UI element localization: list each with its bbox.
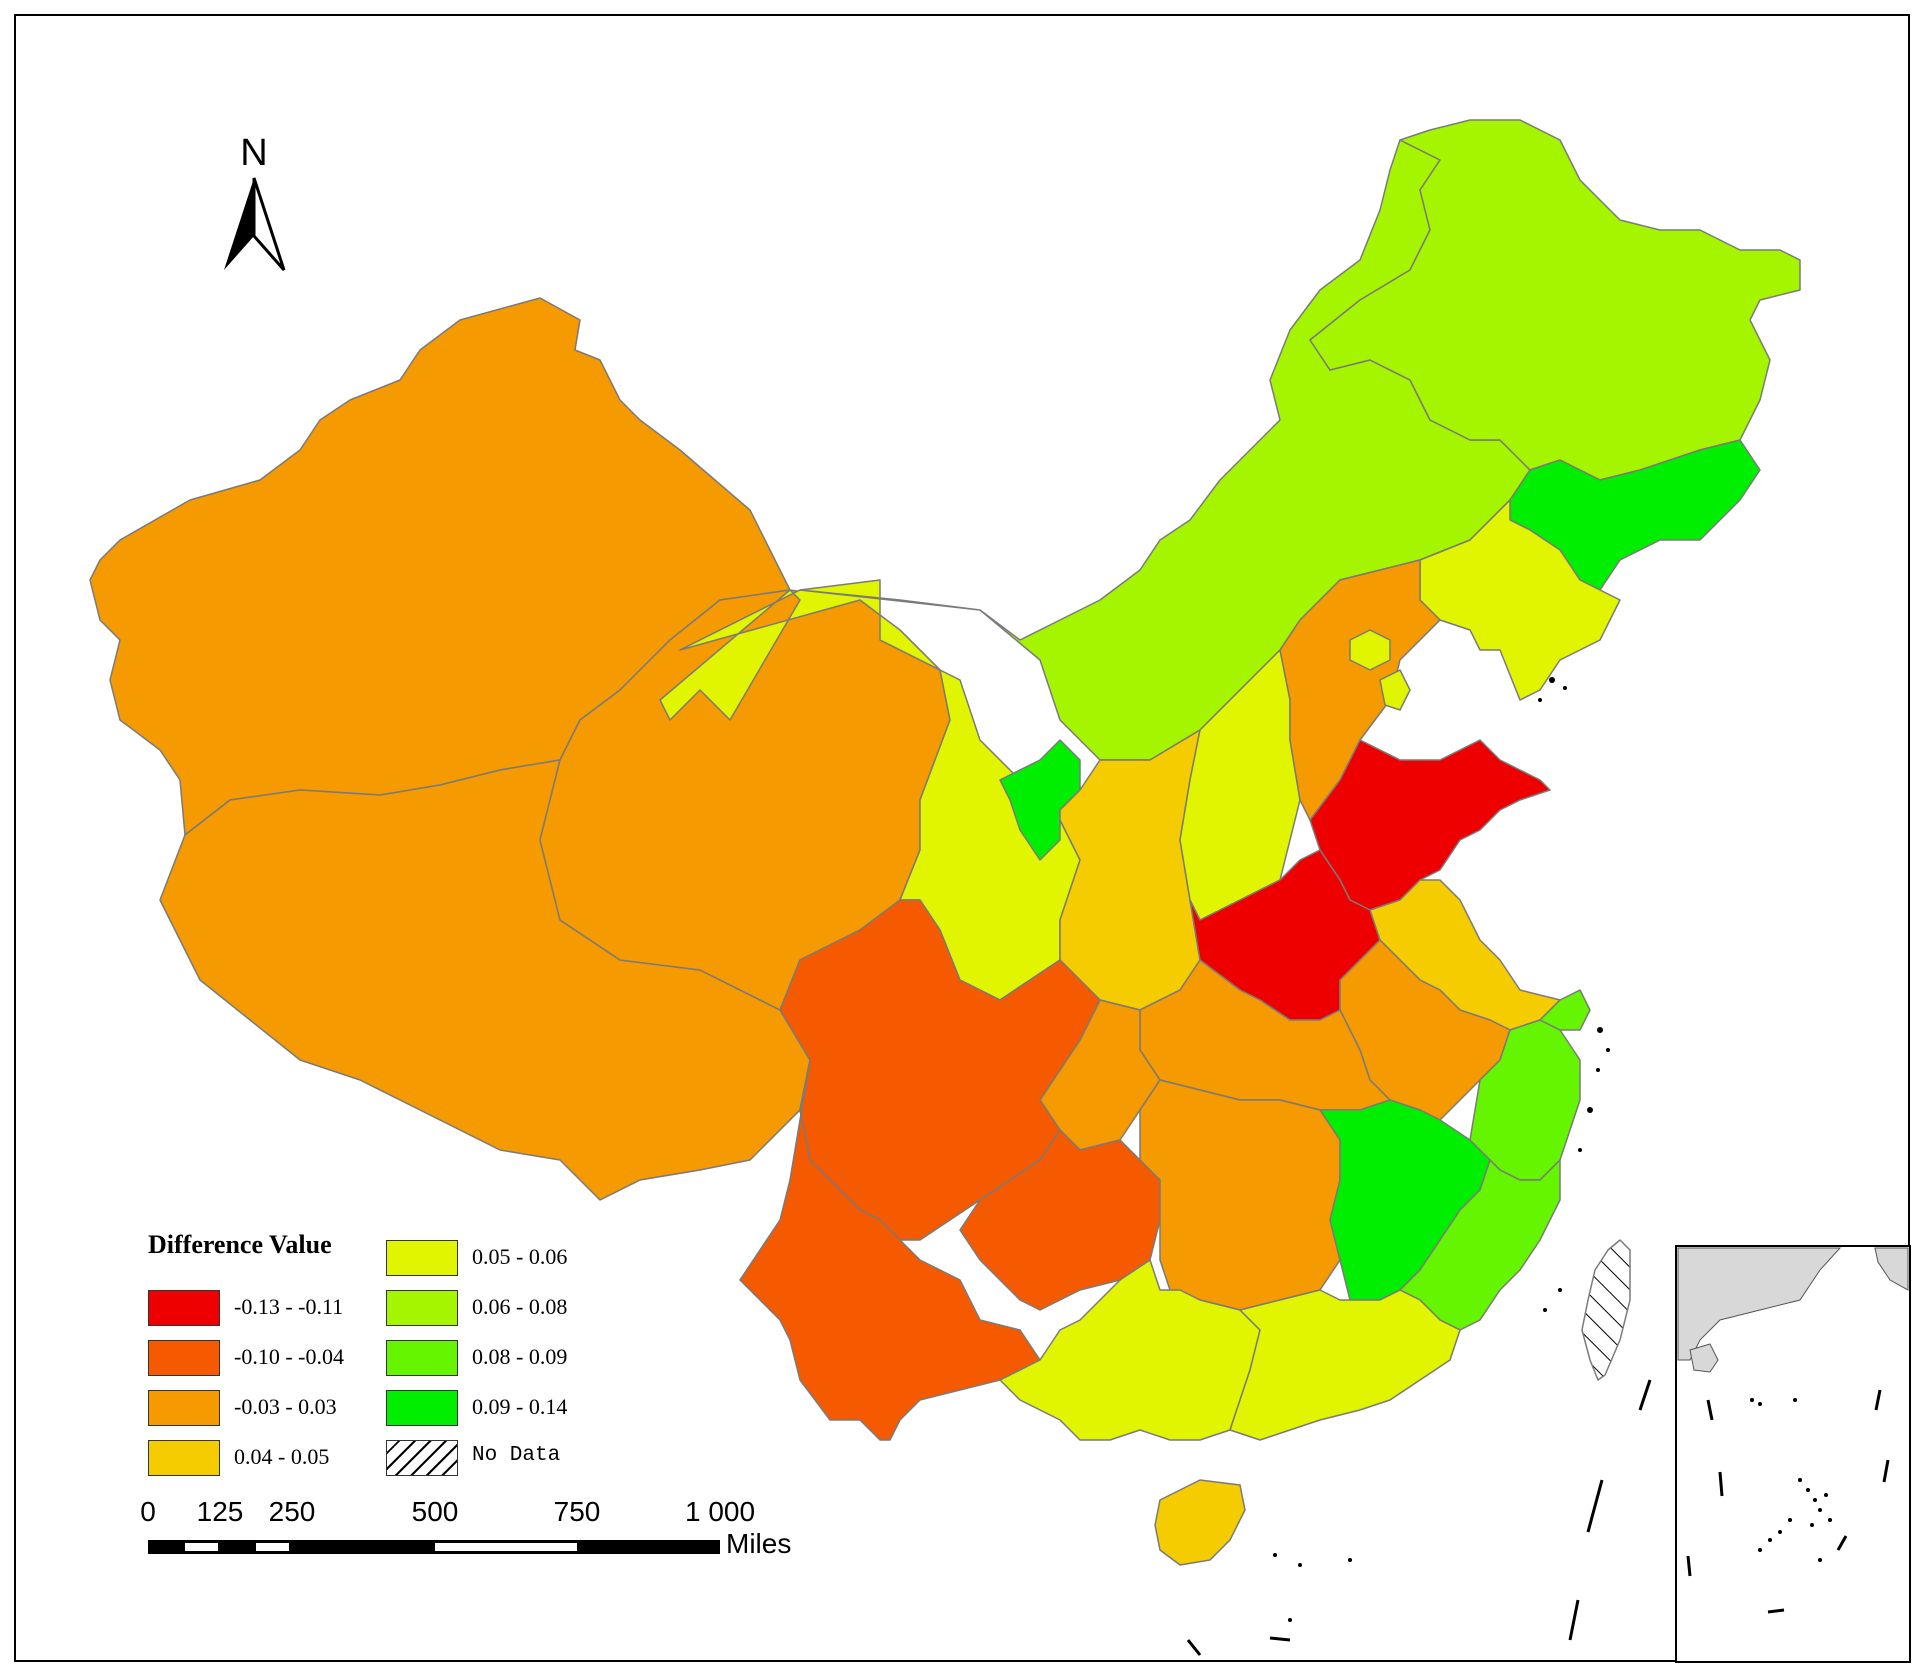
legend-label: No Data [472,1444,561,1467]
legend-label: -0.13 - -0.11 [234,1294,344,1319]
region-shanghai [1539,989,1591,1031]
scale-tick-label: 0 [140,1496,156,1527]
legend-swatch [148,1290,220,1326]
legend-swatch [386,1340,458,1376]
legend-swatch [386,1290,458,1326]
nine-dash-line [1186,1379,1652,1656]
legend-swatch [386,1440,458,1476]
scale-bar [148,1540,720,1554]
region-tibet [159,759,811,1201]
legend-swatch [386,1240,458,1276]
scale-tick-label: 250 [268,1496,316,1527]
legend-label: 0.06 - 0.08 [472,1294,568,1319]
legend-label: 0.08 - 0.09 [472,1344,568,1369]
scale-tick-label: 1 000 [684,1496,756,1527]
region-hunan [1139,1079,1341,1311]
region-yunnan [739,1059,1041,1441]
region-hebei [1279,559,1441,821]
region-fujian [1399,1159,1561,1331]
legend-label: -0.03 - 0.03 [234,1394,337,1419]
legend-swatch [148,1440,220,1476]
legend-swatch [148,1390,220,1426]
scale-tick-label: 500 [411,1496,459,1527]
north-arrow-icon [224,177,286,271]
legend-label: -0.10 - -0.04 [234,1344,344,1369]
region-beijing [1349,629,1391,671]
legend-swatch [148,1340,220,1376]
legend-label: 0.09 - 0.14 [472,1394,568,1419]
inset-map [1675,1245,1911,1663]
scale-tick-label: 750 [553,1496,601,1527]
legend-swatch [386,1390,458,1426]
coastline-islands [1273,677,1610,1622]
north-arrow-label: N [240,132,267,174]
legend-label: 0.04 - 0.05 [234,1444,330,1469]
region-hainan [1154,1479,1246,1566]
region-liaoning [1419,499,1621,701]
scale-unit-label: Miles [726,1528,792,1559]
region-taiwan [1581,1239,1631,1381]
north-arrow: N [224,132,286,271]
legend-title: Difference Value [148,1230,332,1259]
region-guangdong [1229,1289,1461,1441]
regions-layer [89,119,1801,1566]
legend: Difference Value -0.13 - -0.11 -0.10 - -0… [148,1230,618,1480]
region-tianjin [1379,669,1411,711]
legend-label: 0.05 - 0.06 [472,1244,568,1269]
scale-tick-label: 125 [196,1496,244,1527]
region-shaanxi [1059,729,1201,1011]
